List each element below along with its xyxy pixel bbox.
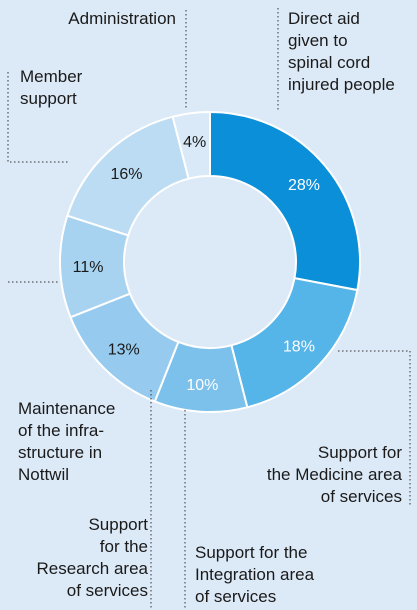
- caption-line: of services: [195, 587, 276, 606]
- caption-line: of services: [321, 487, 402, 506]
- caption-line: spinal cord: [288, 53, 370, 72]
- slice-caption-4: Maintenance of the infra-structure in Nott…: [18, 399, 115, 484]
- percent-labels-group: 28% 18% 10% 13% 11% 16% 4%: [73, 134, 320, 394]
- captions-group: Direct aid given to spinal cord injured peo…: [18, 9, 403, 606]
- caption-line: structure in: [18, 443, 102, 462]
- slice-percent-label-5: 16%: [110, 166, 142, 183]
- caption-line: Administration: [68, 9, 176, 28]
- slices-group: [59, 110, 361, 413]
- slice-percent-label-6: 4%: [183, 134, 206, 151]
- leader-line-1: [338, 350, 411, 505]
- caption-line: Maintenance: [18, 399, 115, 418]
- slice-percent-label-2: 10%: [186, 377, 218, 394]
- slice-caption-1: Support for the Medicine area of services: [267, 443, 403, 506]
- slice-caption-0: Direct aid given to spinal cord injured peo…: [288, 9, 395, 94]
- slice-percent-label-4: 11%: [73, 259, 104, 276]
- slice-caption-3: Support for the Research area of services: [36, 515, 148, 600]
- caption-line: of services: [67, 581, 148, 600]
- slice-percent-label-1: 18%: [283, 339, 315, 356]
- caption-line: injured people: [288, 75, 395, 94]
- caption-line: given to: [288, 31, 348, 50]
- slice-caption-2: Support for the Integration area of servic…: [195, 543, 315, 606]
- caption-line: for the: [100, 537, 148, 556]
- slice-percent-label-0: 28%: [288, 177, 320, 194]
- slice-6: [171, 110, 211, 180]
- caption-line: Nottwil: [18, 465, 69, 484]
- leader-lines-group: [7, 8, 411, 610]
- slice-0: [209, 110, 361, 292]
- slice-caption-6: Administration: [68, 9, 176, 28]
- caption-line: Integration area: [195, 565, 315, 584]
- caption-line: Direct aid: [288, 9, 360, 28]
- caption-line: Support: [88, 515, 148, 534]
- caption-line: support: [20, 89, 77, 108]
- caption-line: Support for: [318, 443, 402, 462]
- caption-line: Member: [20, 67, 83, 86]
- caption-line: the Medicine area: [267, 465, 403, 484]
- slice-caption-5: Member support: [20, 67, 83, 108]
- caption-line: Research area: [36, 559, 148, 578]
- slice-percent-label-3: 13%: [108, 341, 140, 358]
- caption-line: of the infra-: [18, 421, 104, 440]
- caption-line: Support for the: [195, 543, 307, 562]
